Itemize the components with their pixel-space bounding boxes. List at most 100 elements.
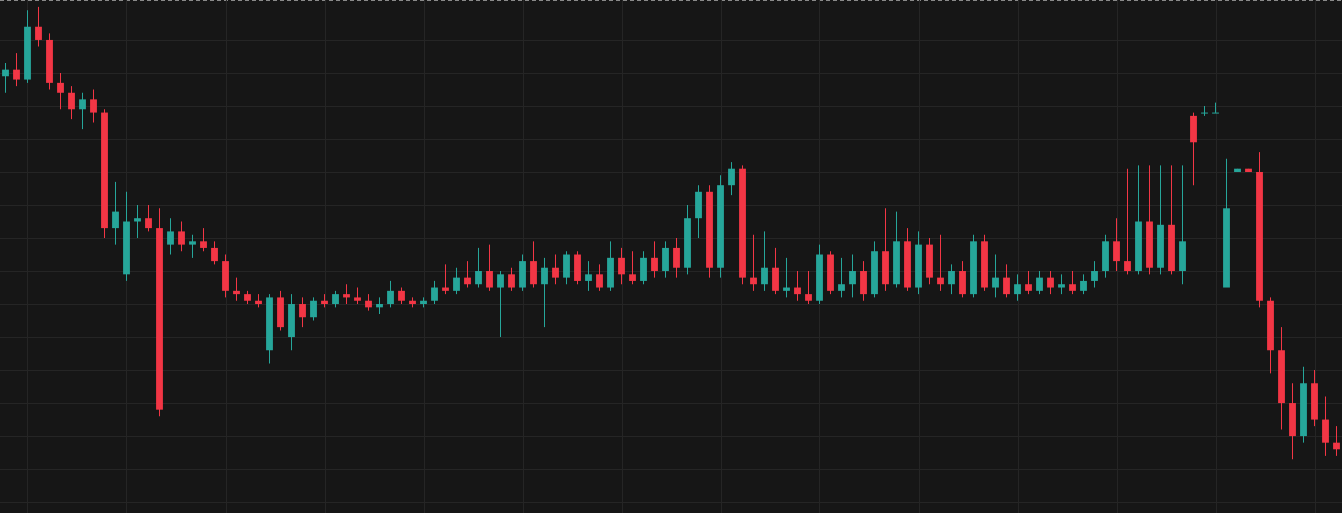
candle-body — [596, 274, 603, 288]
candle-body — [750, 277, 757, 285]
candle-body — [541, 267, 548, 285]
candle-body — [970, 241, 977, 295]
candle-body — [706, 191, 713, 268]
candle-body — [68, 92, 75, 110]
candle-body — [321, 300, 328, 305]
candle-body — [772, 267, 779, 291]
candle-body — [992, 277, 999, 288]
candle-body — [486, 271, 493, 288]
candle-body — [893, 241, 900, 285]
candle-body — [1036, 277, 1043, 291]
candle-body — [46, 39, 53, 83]
candle-body — [937, 277, 944, 285]
candle-body — [904, 241, 911, 288]
candle-body — [1025, 284, 1032, 291]
candle-body — [1267, 300, 1274, 351]
candle-body — [222, 261, 229, 291]
candle-body — [1179, 241, 1186, 272]
candle-body — [365, 300, 372, 308]
candle-body — [497, 274, 504, 288]
candle-body — [35, 26, 42, 40]
candle-body — [156, 228, 163, 410]
candle-body — [442, 287, 449, 291]
candle-body — [915, 244, 922, 288]
candle-body — [860, 271, 867, 295]
candle-body — [618, 257, 625, 275]
candle-body — [629, 274, 636, 281]
candle-body — [1278, 350, 1285, 404]
candle-body — [1080, 280, 1087, 291]
candle-body — [200, 241, 207, 248]
candle-body — [90, 99, 97, 113]
candle-body — [464, 277, 471, 285]
candle-body — [1311, 383, 1318, 420]
candle-body — [1135, 221, 1142, 272]
candle-body — [585, 274, 592, 281]
candle-body — [1168, 224, 1175, 272]
candle-body — [420, 300, 427, 305]
candle-body — [1102, 241, 1109, 272]
candle-body — [189, 241, 196, 245]
candle-body — [651, 257, 658, 272]
candle-body — [398, 290, 405, 301]
candle-body — [728, 168, 735, 186]
candle-body — [167, 231, 174, 245]
candle-body — [805, 294, 812, 301]
candle-body — [684, 218, 691, 268]
candle-body — [1091, 271, 1098, 281]
candle-body — [1058, 284, 1065, 288]
candle-body — [431, 287, 438, 301]
candle-body — [1289, 403, 1296, 437]
candle-body — [354, 297, 361, 301]
candle-body — [1157, 224, 1164, 268]
candle-body — [255, 300, 262, 305]
candle-body — [332, 294, 339, 305]
candle-body — [563, 254, 570, 278]
candle-body — [695, 191, 702, 219]
candle-body — [376, 304, 383, 308]
candle-body — [1124, 261, 1131, 272]
candle-body — [299, 304, 306, 318]
candle-body — [519, 261, 526, 288]
candle-body — [1223, 208, 1230, 288]
candle-body — [959, 271, 966, 295]
candle-body — [178, 231, 185, 245]
candle-body — [288, 304, 295, 338]
candle-body — [123, 221, 130, 275]
candle-body — [794, 287, 801, 295]
candle-body — [13, 69, 20, 80]
candle-body — [552, 267, 559, 278]
candle-body — [739, 168, 746, 278]
candle-body — [871, 251, 878, 295]
candle-body — [816, 254, 823, 301]
candle-body — [79, 99, 86, 110]
candle-body — [607, 257, 614, 288]
candle-body — [1322, 419, 1329, 443]
candle-body — [310, 300, 317, 318]
candle-body — [244, 294, 251, 301]
candle-body — [761, 267, 768, 285]
candle-body — [453, 277, 460, 291]
candle-body — [387, 290, 394, 305]
candle-body — [1245, 168, 1252, 172]
candle-body — [112, 211, 119, 229]
candle-body — [211, 247, 218, 262]
candle-body — [1069, 284, 1076, 291]
candle-body — [1014, 284, 1021, 295]
candle-body — [1212, 112, 1219, 114]
candle-body — [926, 244, 933, 278]
candle-body — [783, 287, 790, 291]
candle-body — [849, 271, 856, 285]
candle-body — [981, 241, 988, 288]
candle-body — [1333, 442, 1340, 450]
candle-body — [475, 271, 482, 285]
candle-body — [508, 274, 515, 288]
candle-body — [233, 290, 240, 295]
candle-body — [717, 185, 724, 268]
candle-body — [2, 69, 9, 77]
candle-body — [145, 218, 152, 229]
candle-body — [574, 254, 581, 281]
candle-body — [882, 251, 889, 285]
